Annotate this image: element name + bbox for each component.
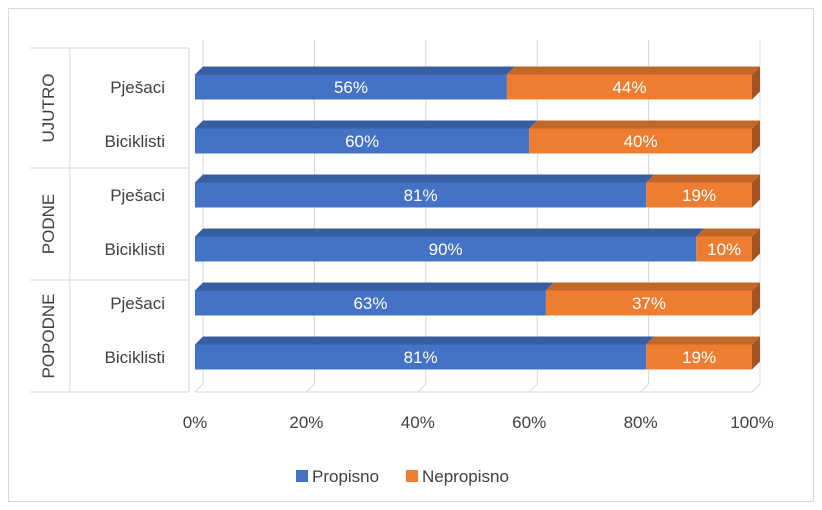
x-tick-label: 40% xyxy=(401,413,435,432)
category-label: Biciklisti xyxy=(105,240,165,259)
bar-top-face xyxy=(696,228,760,237)
bar-top-face xyxy=(195,336,655,345)
bar-segment xyxy=(195,182,647,208)
data-label: 19% xyxy=(682,186,716,205)
bar-top-face xyxy=(646,174,760,183)
bar-top-face xyxy=(529,120,760,129)
category-axis: Pješaci Biciklisti UJUTRO Pješaci Biciklisti… xyxy=(30,47,190,393)
data-labels: 56% 44% 60% 40% 81% 19% 90% 10% 63% 37% 81% 19% xyxy=(334,78,741,367)
x-tick-label: 80% xyxy=(624,413,658,432)
data-label: 60% xyxy=(345,132,379,151)
data-label: 81% xyxy=(404,186,438,205)
bar-side-face xyxy=(752,66,760,100)
gridline-floor xyxy=(528,383,538,393)
x-tick-label: 20% xyxy=(289,413,323,432)
x-tick-label: 100% xyxy=(730,413,773,432)
bar-segment xyxy=(195,344,647,370)
legend: Propisno Nepropisno xyxy=(296,467,509,486)
bar-side-face xyxy=(752,228,760,262)
category-label: Biciklisti xyxy=(105,348,165,367)
data-label: 40% xyxy=(624,132,658,151)
category-label: Pješaci xyxy=(110,294,165,313)
bar-segment xyxy=(195,290,546,316)
bar-segment xyxy=(195,74,507,100)
data-label: 81% xyxy=(404,348,438,367)
group-label: PODNE xyxy=(39,194,58,254)
x-tick-label: 0% xyxy=(183,413,208,432)
bar-side-face xyxy=(752,120,760,154)
value-axis: 0% 20% 40% 60% 80% 100% xyxy=(183,413,774,432)
bar-segment xyxy=(506,74,752,100)
bar-segment xyxy=(646,182,752,208)
data-label: 19% xyxy=(682,348,716,367)
bar-side-face xyxy=(752,174,760,208)
bar-segment xyxy=(195,128,530,154)
legend-label: Propisno xyxy=(312,467,379,486)
bar-top-face xyxy=(195,66,515,75)
bar-segment xyxy=(545,290,752,316)
category-label: Pješaci xyxy=(110,78,165,97)
bar-side-face xyxy=(752,336,760,370)
gridline-floor xyxy=(194,383,204,393)
data-label: 63% xyxy=(353,294,387,313)
category-label: Pješaci xyxy=(110,186,165,205)
x-tick-label: 60% xyxy=(512,413,546,432)
data-label: 37% xyxy=(632,294,666,313)
bar-top-face xyxy=(195,174,655,183)
bar-side-face xyxy=(752,282,760,316)
group-label: POPODNE xyxy=(39,293,58,378)
gridline-floor xyxy=(751,383,761,393)
gridline-floor xyxy=(417,383,427,393)
gridline-floor xyxy=(306,383,315,393)
bar-segment xyxy=(529,128,752,154)
legend-swatch xyxy=(406,470,418,482)
bar-segment xyxy=(195,236,697,262)
data-label: 56% xyxy=(334,78,368,97)
chart-frame xyxy=(8,8,814,502)
bar-segment xyxy=(646,344,752,370)
bar-top-face xyxy=(195,228,705,237)
bar-top-face xyxy=(646,336,760,345)
bars xyxy=(195,66,760,370)
bar-top-face xyxy=(195,120,538,129)
legend-label: Nepropisno xyxy=(422,467,509,486)
bar-segment xyxy=(696,236,752,262)
data-label: 90% xyxy=(429,240,463,259)
category-label: Biciklisti xyxy=(105,132,165,151)
gridline-floor xyxy=(640,383,649,393)
bar-top-face xyxy=(195,282,554,291)
group-label: UJUTRO xyxy=(39,74,58,143)
bar-top-face xyxy=(506,66,760,75)
data-label: 10% xyxy=(707,240,741,259)
legend-swatch xyxy=(296,470,308,482)
bar-top-face xyxy=(545,282,760,291)
data-label: 44% xyxy=(612,78,646,97)
